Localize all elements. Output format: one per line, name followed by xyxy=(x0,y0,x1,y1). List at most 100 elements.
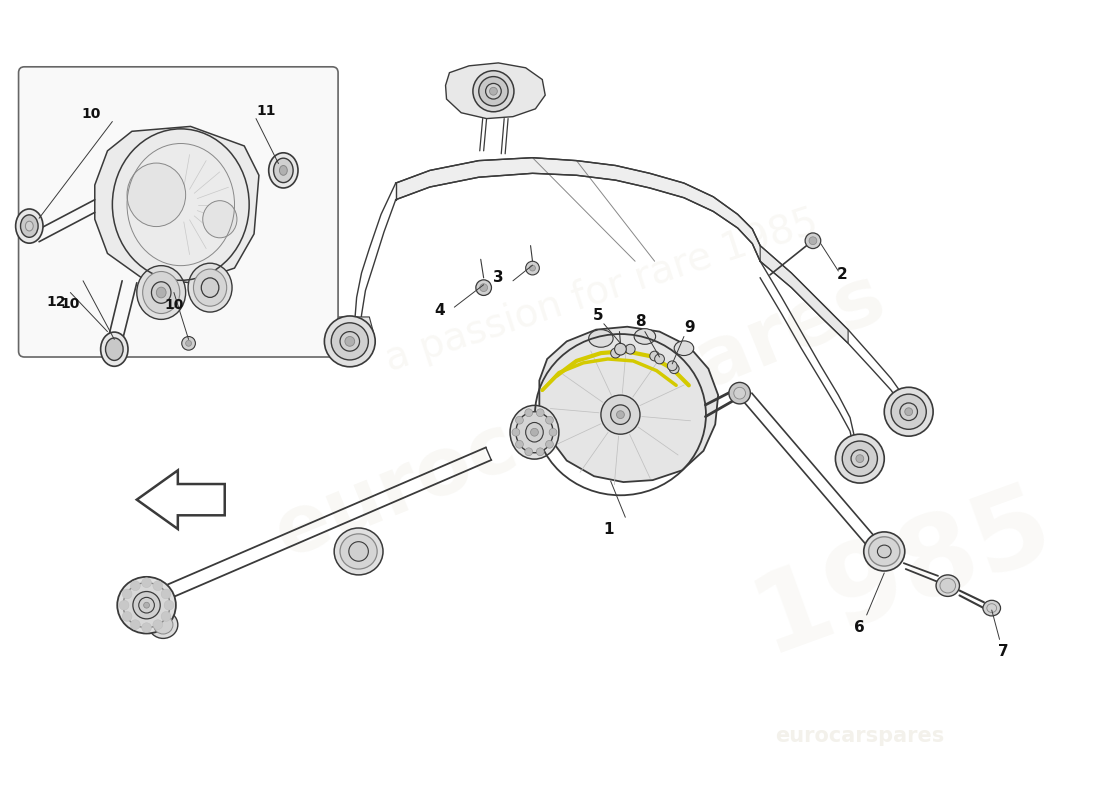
Text: 10: 10 xyxy=(164,298,184,312)
Circle shape xyxy=(546,440,553,448)
Ellipse shape xyxy=(126,163,186,226)
Ellipse shape xyxy=(729,382,750,404)
Ellipse shape xyxy=(340,534,377,569)
Circle shape xyxy=(808,237,817,245)
Ellipse shape xyxy=(478,77,508,106)
Ellipse shape xyxy=(869,537,900,566)
Circle shape xyxy=(142,622,152,633)
Ellipse shape xyxy=(526,422,543,442)
Circle shape xyxy=(625,344,635,354)
Circle shape xyxy=(526,262,539,275)
Circle shape xyxy=(153,581,163,590)
Circle shape xyxy=(537,448,544,456)
Text: 7: 7 xyxy=(998,644,1009,658)
Ellipse shape xyxy=(485,83,502,99)
Circle shape xyxy=(615,343,626,355)
Text: eurocarspares: eurocarspares xyxy=(264,258,896,574)
Ellipse shape xyxy=(835,434,884,483)
FancyBboxPatch shape xyxy=(19,67,338,357)
Circle shape xyxy=(161,611,170,622)
Ellipse shape xyxy=(878,545,891,558)
Ellipse shape xyxy=(123,582,170,628)
Ellipse shape xyxy=(674,341,694,355)
Ellipse shape xyxy=(188,263,232,312)
Ellipse shape xyxy=(139,598,154,613)
Ellipse shape xyxy=(864,532,905,571)
Polygon shape xyxy=(539,326,718,482)
Circle shape xyxy=(131,581,140,590)
Text: 5: 5 xyxy=(593,309,603,323)
Circle shape xyxy=(122,589,132,599)
Ellipse shape xyxy=(15,209,43,243)
Ellipse shape xyxy=(143,271,179,314)
Polygon shape xyxy=(396,158,760,262)
Ellipse shape xyxy=(268,153,298,188)
Text: 1985: 1985 xyxy=(739,469,1066,675)
Circle shape xyxy=(610,348,620,358)
Ellipse shape xyxy=(324,316,375,366)
Circle shape xyxy=(650,351,660,361)
Circle shape xyxy=(186,340,191,346)
Text: 11: 11 xyxy=(256,104,275,118)
Ellipse shape xyxy=(25,221,33,231)
Text: 8: 8 xyxy=(635,314,646,330)
Ellipse shape xyxy=(610,405,630,425)
Ellipse shape xyxy=(851,450,869,467)
Ellipse shape xyxy=(136,266,186,319)
Circle shape xyxy=(476,280,492,295)
Circle shape xyxy=(525,448,532,456)
Ellipse shape xyxy=(936,575,959,596)
Ellipse shape xyxy=(274,158,293,182)
Text: 9: 9 xyxy=(684,320,695,335)
Ellipse shape xyxy=(634,329,656,344)
Circle shape xyxy=(537,409,544,417)
Ellipse shape xyxy=(148,611,178,638)
Circle shape xyxy=(805,233,821,249)
Ellipse shape xyxy=(100,332,128,366)
Text: 3: 3 xyxy=(493,270,504,286)
Ellipse shape xyxy=(334,528,383,575)
Circle shape xyxy=(516,440,524,448)
Circle shape xyxy=(529,265,536,271)
Ellipse shape xyxy=(510,406,559,459)
Ellipse shape xyxy=(118,577,176,634)
Polygon shape xyxy=(330,317,373,342)
Text: 10: 10 xyxy=(60,298,80,311)
Circle shape xyxy=(480,284,487,291)
Polygon shape xyxy=(446,63,546,118)
Text: a passion for rare 1985: a passion for rare 1985 xyxy=(381,202,823,378)
Ellipse shape xyxy=(884,387,933,436)
Ellipse shape xyxy=(21,215,38,238)
Circle shape xyxy=(549,428,557,436)
Ellipse shape xyxy=(340,332,360,351)
Circle shape xyxy=(654,354,664,364)
Circle shape xyxy=(131,620,140,630)
Text: eurocarspares: eurocarspares xyxy=(776,726,945,746)
Circle shape xyxy=(164,600,174,610)
Ellipse shape xyxy=(279,166,287,175)
Ellipse shape xyxy=(601,395,640,434)
Ellipse shape xyxy=(345,337,354,346)
Ellipse shape xyxy=(843,441,878,476)
Ellipse shape xyxy=(900,403,917,421)
Ellipse shape xyxy=(530,428,538,436)
Circle shape xyxy=(122,611,132,622)
Text: 12: 12 xyxy=(46,295,65,310)
Circle shape xyxy=(153,620,163,630)
Circle shape xyxy=(525,409,532,417)
Circle shape xyxy=(516,416,524,424)
Ellipse shape xyxy=(133,591,161,619)
Ellipse shape xyxy=(940,578,956,593)
Text: 1: 1 xyxy=(604,522,614,538)
Ellipse shape xyxy=(144,602,150,608)
Ellipse shape xyxy=(734,387,746,399)
Ellipse shape xyxy=(987,604,997,613)
Ellipse shape xyxy=(905,408,913,416)
Ellipse shape xyxy=(588,330,613,347)
Circle shape xyxy=(119,600,129,610)
Circle shape xyxy=(669,364,679,374)
Text: 4: 4 xyxy=(434,302,446,318)
Ellipse shape xyxy=(153,615,173,634)
Circle shape xyxy=(161,589,170,599)
Circle shape xyxy=(142,578,152,587)
